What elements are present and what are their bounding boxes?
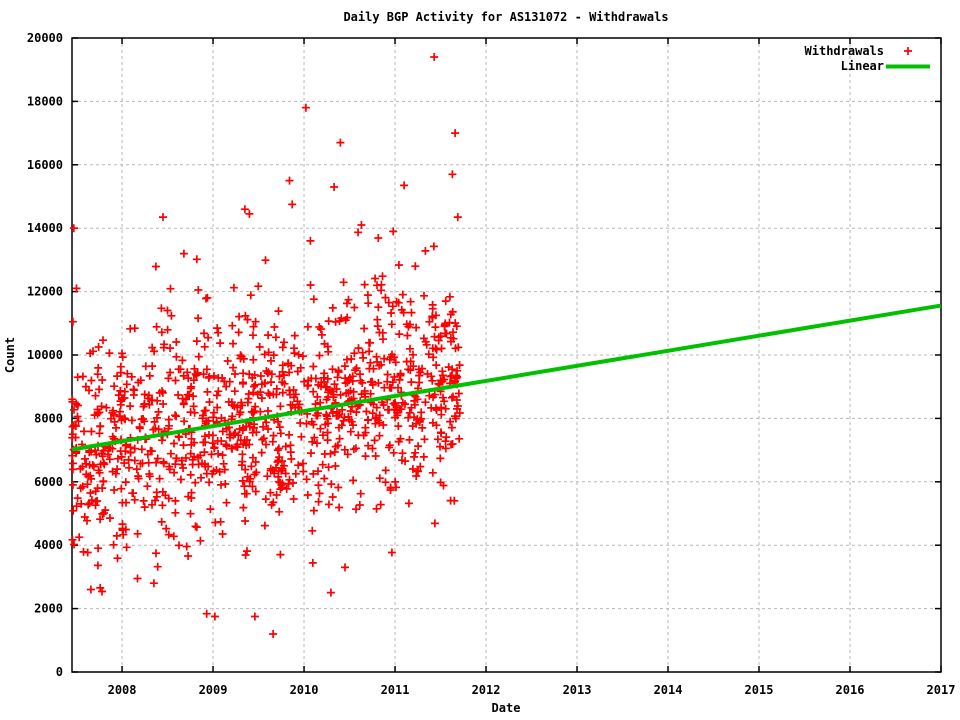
y-tick-label: 18000 bbox=[27, 94, 63, 108]
y-tick-label: 14000 bbox=[27, 221, 63, 235]
x-tick-label: 2010 bbox=[290, 683, 319, 697]
y-tick-label: 12000 bbox=[27, 285, 63, 299]
y-axis-label: Count bbox=[3, 337, 17, 373]
y-tick-label: 6000 bbox=[34, 475, 63, 489]
x-tick-label: 2017 bbox=[927, 683, 956, 697]
y-tick-label: 10000 bbox=[27, 348, 63, 362]
data-layer bbox=[68, 53, 942, 638]
x-tick-label: 2014 bbox=[654, 683, 683, 697]
chart-title: Daily BGP Activity for AS131072 - Withdr… bbox=[343, 10, 668, 24]
x-tick-label: 2012 bbox=[472, 683, 501, 697]
x-tick-label: 2013 bbox=[563, 683, 592, 697]
x-axis-label: Date bbox=[492, 701, 521, 715]
y-tick-label: 4000 bbox=[34, 538, 63, 552]
y-tick-label: 16000 bbox=[27, 158, 63, 172]
legend: Withdrawals Linear bbox=[805, 44, 930, 73]
linear-trend-line bbox=[71, 303, 942, 452]
plot-border bbox=[71, 37, 942, 673]
withdrawals-scatter-points bbox=[68, 53, 464, 638]
y-tick-label: 20000 bbox=[27, 31, 63, 45]
tick-labels: 2008 2009 2010 2011 2012 2013 2014 2015 2016 2017… bbox=[27, 31, 956, 697]
x-tick-label: 2011 bbox=[381, 683, 410, 697]
legend-plus-marker-icon bbox=[904, 47, 912, 55]
x-tick-label: 2015 bbox=[745, 683, 774, 697]
legend-withdrawals-label: Withdrawals bbox=[805, 44, 884, 58]
x-tick-label: 2016 bbox=[836, 683, 865, 697]
y-tick-label: 8000 bbox=[34, 411, 63, 425]
x-tick-label: 2008 bbox=[108, 683, 137, 697]
y-tick-label: 2000 bbox=[34, 602, 63, 616]
grid-lines bbox=[72, 38, 941, 672]
legend-linear-label: Linear bbox=[841, 59, 884, 73]
y-tick-label: 0 bbox=[56, 665, 63, 679]
x-tick-label: 2009 bbox=[199, 683, 228, 697]
